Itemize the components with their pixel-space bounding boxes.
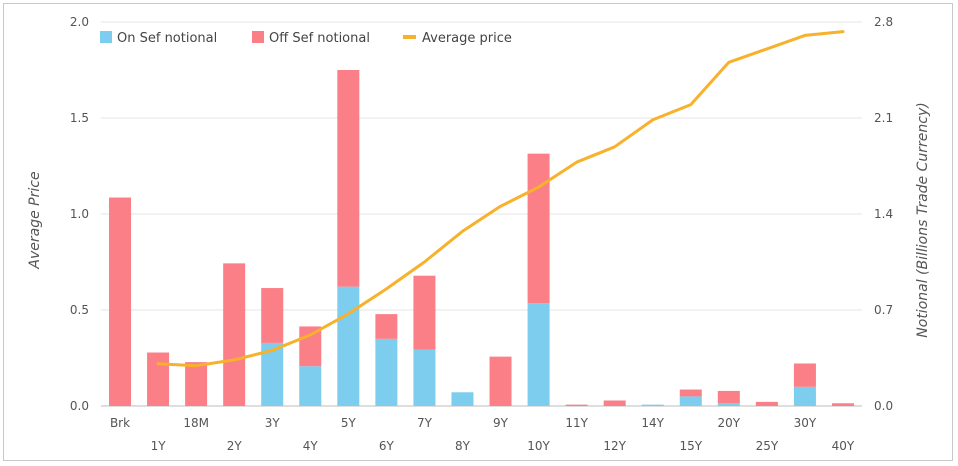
bar-off-sef-5y[interactable] — [337, 70, 360, 287]
bar-on-sef-6y[interactable] — [375, 338, 398, 406]
x-tick-label: 6Y — [379, 439, 395, 453]
x-tick-label: 40Y — [832, 439, 855, 453]
right-y-tick-label: 2.1 — [874, 111, 893, 125]
x-tick-label: 25Y — [756, 439, 779, 453]
bar-off-sef-15y[interactable] — [679, 389, 702, 397]
legend-item-off-sef[interactable]: Off Sef notional — [252, 31, 370, 46]
right-y-tick-label: 2.8 — [874, 15, 893, 29]
right-y-tick-label: 1.4 — [874, 207, 893, 221]
legend-label-average-price: Average price — [422, 31, 512, 46]
x-tick-label: 10Y — [527, 439, 550, 453]
right-y-tick-label: 0.0 — [874, 399, 893, 413]
bar-off-sef-6y[interactable] — [375, 314, 398, 339]
x-tick-label: 1Y — [151, 439, 167, 453]
legend: On Sef notional Off Sef notional Average… — [100, 31, 512, 46]
left-y-tick-label: 2.0 — [70, 15, 89, 29]
bar-off-sef-30y[interactable] — [793, 363, 816, 387]
bar-on-sef-15y[interactable] — [679, 396, 702, 406]
left-y-tick-label: 0.5 — [70, 303, 89, 317]
bar-off-sef-40y[interactable] — [831, 403, 854, 406]
bar-on-sef-10y[interactable] — [527, 303, 550, 406]
left-y-tick-label: 1.5 — [70, 111, 89, 125]
left-axis-title: Average Price — [27, 171, 43, 269]
bar-on-sef-8y[interactable] — [451, 392, 474, 406]
bar-off-sef-12y[interactable] — [603, 400, 626, 406]
x-tick-label: 2Y — [227, 439, 243, 453]
left-y-tick-label: 0.0 — [70, 399, 89, 413]
legend-item-average-price[interactable]: Average price — [403, 31, 512, 46]
x-tick-label: 18M — [183, 416, 209, 430]
x-tick-label: 12Y — [603, 439, 626, 453]
bar-on-sef-7y[interactable] — [413, 349, 436, 406]
chart: Brk 1Y 18M 2Y 3Y 4Y 5Y 6Y 7Y 8Y 9Y 10Y 11Y 12Y 14Y 15Y 2… — [27, 15, 931, 453]
x-tick-labels: Brk 1Y 18M 2Y 3Y 4Y 5Y 6Y 7Y 8Y 9Y 10Y 11Y 12Y 14Y 15Y 2… — [110, 416, 855, 453]
gridlines — [101, 21, 862, 407]
x-tick-label: 9Y — [493, 416, 509, 430]
bar-on-sef-4y[interactable] — [299, 366, 322, 406]
legend-label-off-sef: Off Sef notional — [269, 31, 370, 46]
bar-off-sef-11y[interactable] — [565, 404, 588, 406]
bar-off-sef-1y[interactable] — [147, 352, 170, 406]
right-axis-title: Notional (Billions Trade Currency) — [915, 102, 931, 337]
bar-off-sef-3y[interactable] — [261, 288, 284, 343]
bars — [109, 70, 854, 406]
x-tick-label: 15Y — [679, 439, 702, 453]
bar-off-sef-25y[interactable] — [755, 401, 778, 406]
x-tick-label: 20Y — [718, 416, 741, 430]
bar-off-sef-7y[interactable] — [413, 275, 436, 350]
x-tick-label: 11Y — [565, 416, 588, 430]
bar-on-sef-5y[interactable] — [337, 286, 360, 406]
bar-off-sef-9y[interactable] — [489, 356, 512, 406]
bar-off-sef-brk[interactable] — [109, 197, 132, 406]
bar-on-sef-3y[interactable] — [261, 342, 284, 406]
x-tick-label: 5Y — [341, 416, 357, 430]
x-tick-label: 8Y — [455, 439, 471, 453]
legend-label-on-sef: On Sef notional — [117, 31, 217, 46]
average-price-line-group — [156, 30, 845, 368]
x-tick-label: Brk — [110, 416, 130, 430]
right-y-tick-labels: 0.0 0.7 1.4 2.1 2.8 — [874, 15, 893, 413]
bar-on-sef-30y[interactable] — [793, 386, 816, 406]
left-y-tick-labels: 0.0 0.5 1.0 1.5 2.0 — [70, 15, 89, 413]
x-tick-label: 3Y — [265, 416, 281, 430]
bar-on-sef-14y[interactable] — [641, 404, 664, 406]
right-y-tick-label: 0.7 — [874, 303, 893, 317]
x-tick-label: 14Y — [641, 416, 664, 430]
x-tick-label: 7Y — [417, 416, 433, 430]
x-tick-label: 30Y — [794, 416, 817, 430]
bar-on-sef-20y[interactable] — [717, 403, 740, 406]
x-tick-label: 4Y — [303, 439, 319, 453]
bar-off-sef-10y[interactable] — [527, 153, 550, 304]
bar-off-sef-20y[interactable] — [717, 390, 740, 404]
legend-swatch-on-sef — [100, 31, 112, 43]
chart-frame: Brk 1Y 18M 2Y 3Y 4Y 5Y 6Y 7Y 8Y 9Y 10Y 11Y 12Y 14Y 15Y 2… — [3, 3, 953, 461]
average-price-line[interactable] — [156, 30, 845, 368]
bar-off-sef-2y[interactable] — [223, 263, 246, 406]
bar-off-sef-18m[interactable] — [185, 362, 208, 406]
legend-swatch-average-price — [403, 35, 416, 39]
legend-item-on-sef[interactable]: On Sef notional — [100, 31, 217, 46]
left-y-tick-label: 1.0 — [70, 207, 89, 221]
legend-swatch-off-sef — [252, 31, 264, 43]
